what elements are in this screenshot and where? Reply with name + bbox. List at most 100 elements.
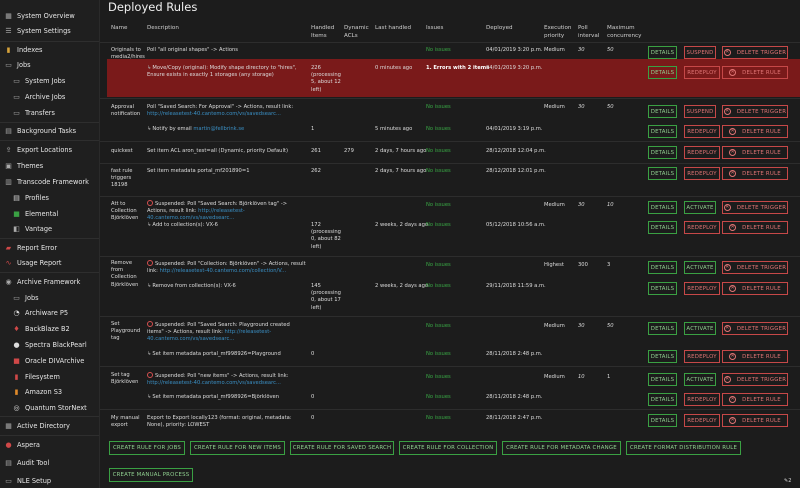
activate-button[interactable]: ACTIVATE: [684, 322, 716, 335]
sidebar-item-amazon-s3[interactable]: ▮ Amazon S3: [12, 385, 99, 399]
delete-trigger-button[interactable]: ✕ DELETE TRIGGER: [722, 373, 788, 386]
sidebar-item-nle-setup[interactable]: ▭ NLE Setup: [5, 477, 52, 485]
details-button[interactable]: DETAILS: [648, 66, 677, 79]
sidebar-item-quantum-stornext[interactable]: ◎ Quantum StorNext: [13, 404, 87, 412]
details-button[interactable]: DETAILS: [648, 373, 677, 386]
result-link[interactable]: http://releasetest-40.cantemo.com/vs/sav…: [147, 380, 281, 387]
sidebar-item-archive-jobs[interactable]: ▭ Archive Jobs: [13, 93, 66, 101]
delete-rule-button[interactable]: ✕ DELETE RULE: [722, 350, 788, 363]
redeploy-button[interactable]: REDEPLOY: [684, 393, 720, 406]
redeploy-button[interactable]: REDEPLOY: [684, 414, 720, 427]
delete-rule-button[interactable]: ✕ DELETE RULE: [722, 125, 788, 138]
create-rule-for-saved-search-button[interactable]: CREATE RULE FOR SAVED SEARCH: [290, 441, 394, 455]
sidebar-item-system-settings[interactable]: ☰ System Settings: [5, 27, 71, 35]
delete-rule-button[interactable]: ✕ DELETE RULE: [722, 393, 788, 406]
sidebar-item-aspera[interactable]: ● Aspera: [5, 441, 40, 449]
create-rule-for-new-items-button[interactable]: CREATE RULE FOR NEW ITEMS: [190, 441, 285, 455]
sidebar-item-profiles[interactable]: ▤ Profiles: [13, 194, 49, 202]
details-button[interactable]: DETAILS: [648, 146, 677, 159]
handled-items: 262: [311, 168, 321, 174]
sidebar-item-oracle-divarchive[interactable]: ■ Oracle DIVArchive: [13, 357, 85, 365]
sidebar-item-backblaze-b2[interactable]: ♦ BackBlaze B2: [13, 325, 70, 333]
details-button[interactable]: DETAILS: [648, 201, 677, 214]
suspended-icon: [147, 260, 153, 266]
delete-trigger-button[interactable]: ✕ DELETE TRIGGER: [722, 105, 788, 118]
sidebar-item-transfers[interactable]: ▭ Transfers: [13, 109, 55, 117]
sidebar-item-transcode-framework[interactable]: ▥ Transcode Framework: [5, 178, 89, 186]
email-link[interactable]: martin@fellbrink.se: [193, 126, 245, 132]
details-button[interactable]: DETAILS: [648, 167, 677, 180]
activate-button[interactable]: ACTIVATE: [684, 201, 716, 214]
sidebar-item-usage-report[interactable]: ∿ Usage Report: [5, 259, 62, 267]
sidebar-item-system-overview[interactable]: ▦ System Overview: [5, 12, 75, 20]
details-button[interactable]: DETAILS: [648, 105, 677, 118]
sidebar-item-filesystem[interactable]: ▮ Filesystem: [12, 370, 99, 384]
sidebar-item-archive-jobs-2[interactable]: ▭ Jobs: [13, 294, 39, 302]
delete-rule-button[interactable]: ✕ DELETE RULE: [722, 66, 788, 79]
activate-button[interactable]: ACTIVATE: [684, 373, 716, 386]
redeploy-button[interactable]: REDEPLOY: [684, 146, 720, 159]
archive-icon: ◉: [5, 278, 12, 286]
create-rule-for-jobs-button[interactable]: CREATE RULE FOR JOBS: [109, 441, 185, 455]
help-badge[interactable]: ✎2: [784, 478, 792, 484]
create-format-distribution-rule-button[interactable]: CREATE FORMAT DISTRIBUTION RULE: [626, 441, 741, 455]
delete-trigger-button[interactable]: ✕ DELETE TRIGGER: [722, 46, 788, 59]
issues-status[interactable]: 1. Errors with 2 items: [426, 65, 490, 71]
details-button[interactable]: DETAILS: [648, 322, 677, 335]
redeploy-button[interactable]: REDEPLOY: [684, 350, 720, 363]
create-rule-for-collection-button[interactable]: CREATE RULE FOR COLLECTION: [399, 441, 497, 455]
handled-items: 0: [311, 415, 315, 421]
result-link[interactable]: http://releasetest-40.cantemo.com/collec…: [159, 268, 287, 275]
create-rule-for-metadata-change-button[interactable]: CREATE RULE FOR METADATA CHANGE: [502, 441, 621, 455]
sidebar-item-elemental[interactable]: ■ Elemental: [13, 210, 59, 218]
details-button[interactable]: DETAILS: [648, 350, 677, 363]
redeploy-button[interactable]: REDEPLOY: [684, 282, 720, 295]
col-header-max-concurrency: Maximum concurrency: [607, 25, 642, 39]
sub-arrow-icon: ↳: [147, 351, 152, 357]
activate-button[interactable]: ACTIVATE: [684, 261, 716, 274]
sidebar-item-archive-framework[interactable]: ◉ Archive Framework: [5, 278, 81, 286]
sidebar-item-audit-tool[interactable]: ▤ Audit Tool: [5, 459, 50, 467]
sidebar-item-report-error[interactable]: ▰ Report Error: [5, 244, 58, 252]
details-button[interactable]: DETAILS: [648, 221, 677, 234]
result-link[interactable]: http://releasetest-40.cantemo.com/vs/sav…: [147, 208, 245, 222]
amazon-icon: ▮: [14, 388, 19, 396]
sidebar-item-archiware-p5[interactable]: ◔ Archiware P5: [13, 309, 69, 317]
deployed-date: 05/12/2018 10:56 a.m.: [486, 222, 546, 228]
suspend-button[interactable]: SUSPEND: [684, 105, 716, 118]
deployed-date: 28/12/2018 12:04 p.m.: [486, 148, 546, 154]
sidebar-item-active-directory[interactable]: ▦ Active Directory: [5, 422, 70, 430]
delete-trigger-button[interactable]: ✕ DELETE TRIGGER: [722, 261, 788, 274]
details-button[interactable]: DETAILS: [648, 414, 677, 427]
redeploy-button[interactable]: REDEPLOY: [684, 125, 720, 138]
delete-rule-button[interactable]: ✕ DELETE RULE: [722, 167, 788, 180]
sidebar-item-indexes[interactable]: ▮ Indexes: [4, 43, 99, 57]
result-link[interactable]: http://releasetest-40.cantemo.com/vs/sav…: [147, 329, 272, 343]
delete-rule-button[interactable]: ✕ DELETE RULE: [722, 414, 788, 427]
details-button[interactable]: DETAILS: [648, 261, 677, 274]
sidebar-item-jobs[interactable]: ▭ Jobs: [5, 61, 31, 69]
details-button[interactable]: DETAILS: [648, 46, 677, 59]
create-manual-process-button[interactable]: CREATE MANUAL PROCESS: [109, 468, 193, 482]
redeploy-button[interactable]: REDEPLOY: [684, 221, 720, 234]
delete-trigger-button[interactable]: ✕ DELETE TRIGGER: [722, 322, 788, 335]
issues-status: No issues: [426, 222, 451, 228]
details-button[interactable]: DETAILS: [648, 393, 677, 406]
sidebar-item-vantage[interactable]: ◧ Vantage: [13, 225, 53, 233]
sidebar-item-export-locations[interactable]: ⇪ Export Locations: [5, 146, 73, 154]
redeploy-button[interactable]: REDEPLOY: [684, 66, 720, 79]
redeploy-button[interactable]: REDEPLOY: [684, 167, 720, 180]
delete-rule-button[interactable]: ✕ DELETE RULE: [722, 146, 788, 159]
sidebar-item-spectra-blackpearl[interactable]: ● Spectra BlackPearl: [13, 341, 87, 349]
close-icon: ✕: [729, 353, 737, 360]
delete-rule-button[interactable]: ✕ DELETE RULE: [722, 282, 788, 295]
sidebar-item-background-tasks[interactable]: ▤ Background Tasks: [5, 127, 77, 135]
sidebar-item-system-jobs[interactable]: ▭ System Jobs: [13, 77, 66, 85]
sidebar-item-themes[interactable]: ▣ Themes: [5, 162, 44, 170]
details-button[interactable]: DETAILS: [648, 282, 677, 295]
suspend-button[interactable]: SUSPEND: [684, 46, 716, 59]
delete-rule-button[interactable]: ✕ DELETE RULE: [722, 221, 788, 234]
details-button[interactable]: DETAILS: [648, 125, 677, 138]
result-link[interactable]: http://releasetest-40.cantemo.com/vs/sav…: [147, 111, 281, 118]
delete-trigger-button[interactable]: ✕ DELETE TRIGGER: [722, 201, 788, 214]
